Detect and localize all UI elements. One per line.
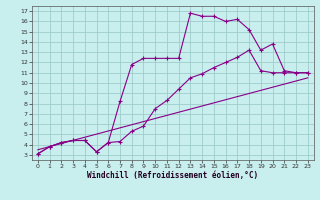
X-axis label: Windchill (Refroidissement éolien,°C): Windchill (Refroidissement éolien,°C) (87, 171, 258, 180)
